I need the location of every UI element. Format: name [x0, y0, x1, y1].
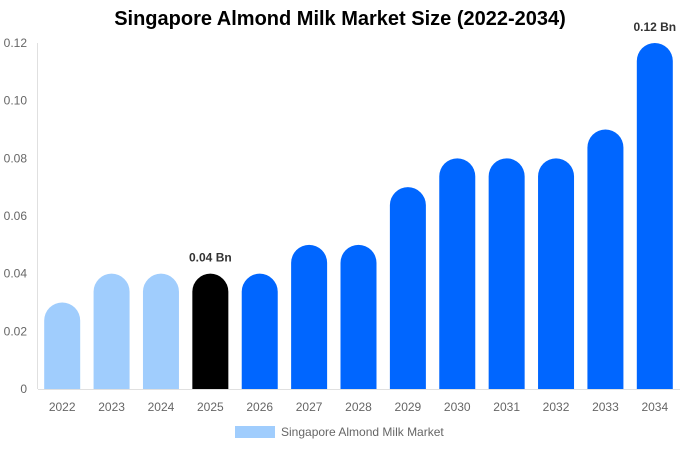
x-tick-label: 2034 [641, 400, 668, 414]
x-tick-label: 2033 [592, 400, 619, 414]
bar-2029 [389, 187, 426, 389]
y-tick-label: 0.08 [4, 151, 28, 165]
y-tick-label: 0.04 [4, 267, 28, 281]
x-tick-label: 2024 [148, 400, 175, 414]
bar-2024 [142, 273, 179, 389]
y-tick-label: 0 [20, 382, 27, 396]
chart-title: Singapore Almond Milk Market Size (2022-… [114, 8, 566, 30]
bar-2033 [587, 129, 624, 389]
y-tick-label: 0.10 [4, 94, 28, 108]
legend[interactable]: Singapore Almond Milk Market [235, 425, 444, 439]
x-tick-label: 2026 [246, 400, 273, 414]
x-tick-label: 2028 [345, 400, 372, 414]
x-tick-label: 2030 [444, 400, 471, 414]
bar-2031 [488, 158, 525, 389]
y-tick-label: 0.06 [4, 209, 28, 223]
bar-2034 [636, 43, 673, 389]
legend-label: Singapore Almond Milk Market [281, 425, 444, 439]
data-label: 0.04 Bn [189, 251, 232, 265]
y-tick-label: 0.12 [4, 36, 28, 50]
bar-2032 [538, 158, 575, 389]
x-tick-label: 2023 [98, 400, 125, 414]
x-tick-label: 2025 [197, 400, 224, 414]
x-tick-label: 2027 [296, 400, 323, 414]
y-tick-label: 0.02 [4, 324, 28, 338]
bar-2028 [340, 244, 377, 389]
legend-swatch [235, 426, 275, 438]
x-tick-label: 2029 [395, 400, 422, 414]
bar-2025 [192, 273, 229, 389]
x-tick-label: 2031 [493, 400, 520, 414]
x-tick-label: 2032 [543, 400, 570, 414]
bar-2030 [439, 158, 476, 389]
data-label: 0.12 Bn [633, 20, 676, 34]
bar-2022 [44, 302, 81, 389]
x-tick-label: 2022 [49, 400, 76, 414]
bar-2026 [241, 273, 278, 389]
bar-2023 [93, 273, 130, 389]
bar-2027 [291, 244, 328, 389]
